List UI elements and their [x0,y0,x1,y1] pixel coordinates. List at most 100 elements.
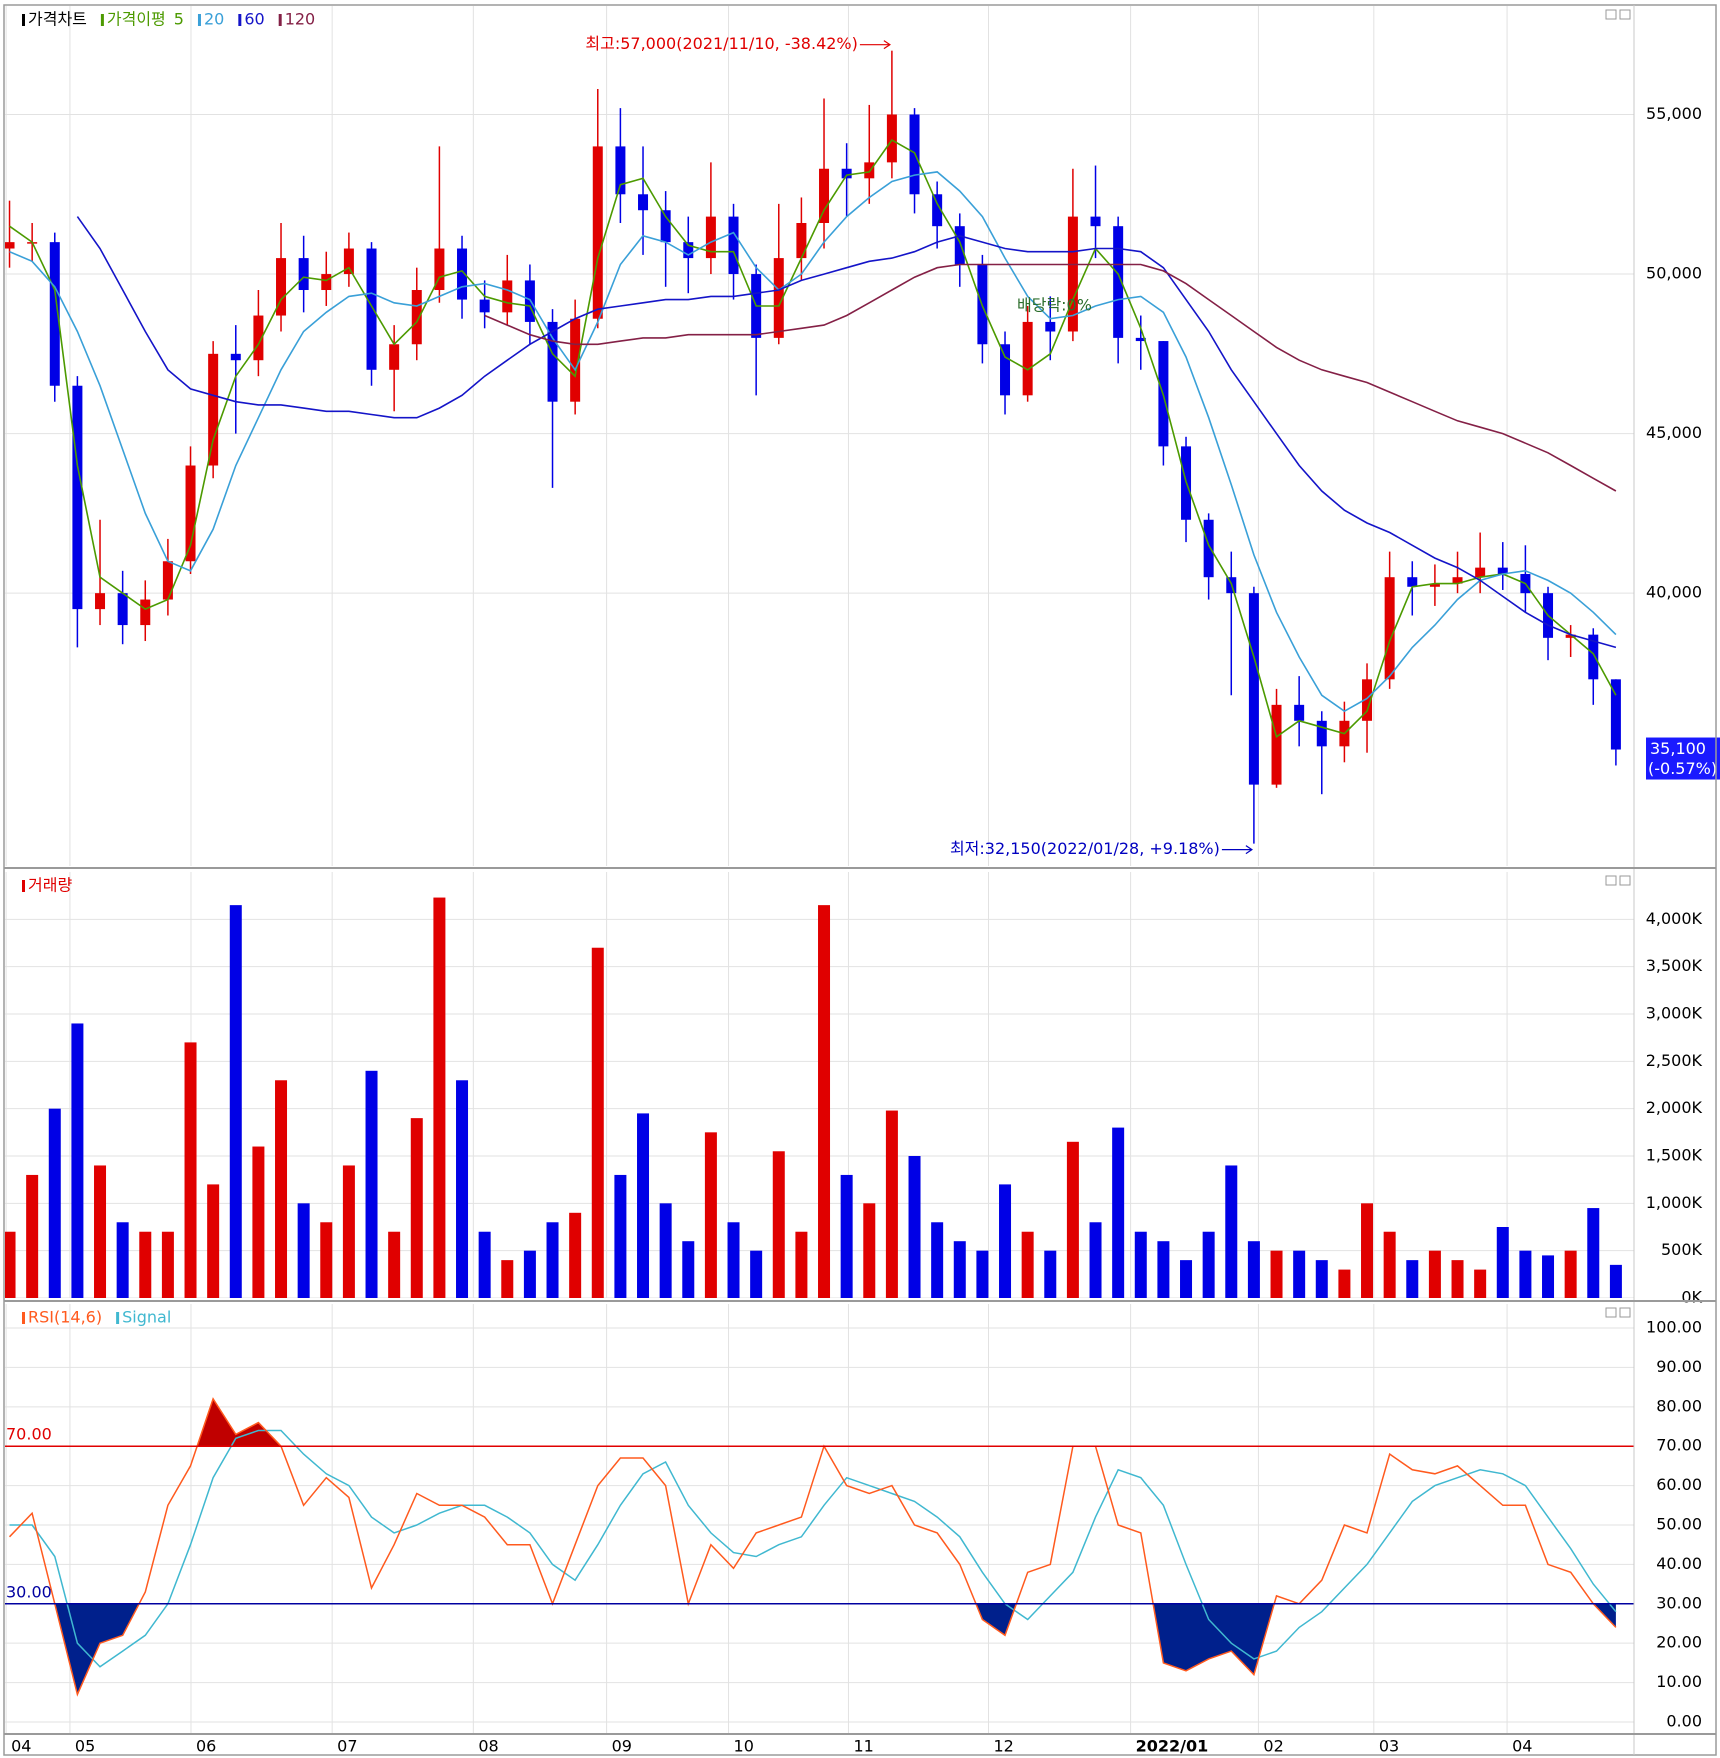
volume-bar [1519,1250,1532,1298]
candle-body [638,194,649,211]
candle-body [479,299,490,313]
volume-bar [704,1132,717,1298]
volume-bar [1451,1260,1464,1298]
legend-label: RSI(14,6) [28,1308,102,1327]
y-tick-label: 2,500K [1646,1051,1703,1070]
candle-body [728,216,739,275]
level-label: 30.00 [6,1582,52,1601]
y-tick-label: 20.00 [1656,1633,1702,1652]
dividend-label: 배당락:0% [1017,296,1092,315]
legend-marker [116,1312,120,1324]
volume-bar [1564,1250,1577,1298]
volume-bar [456,1080,469,1298]
candle-body [140,599,151,626]
volume-bar [1089,1222,1102,1298]
volume-bar [478,1231,491,1298]
candle-body [1045,321,1056,332]
y-tick-label: 1,000K [1646,1193,1703,1212]
volume-bar [1134,1231,1147,1298]
candle-body [434,248,445,291]
volume-bar [342,1165,355,1298]
window-button [1619,9,1631,20]
volume-bar [48,1108,61,1298]
y-tick-label: 50,000 [1646,264,1702,283]
frame [3,4,1717,1756]
volume-bar [637,1113,650,1298]
y-tick-label: 80.00 [1656,1396,1702,1415]
y-tick-label: 0K [1681,1288,1702,1307]
window-button [1619,875,1631,886]
price-tag-change: (-0.57%) [1648,759,1717,778]
volume-bar [1338,1269,1351,1298]
candle-body [1248,593,1259,785]
candle-body [1203,519,1214,578]
candle-body [524,280,535,322]
y-tick-label: 90.00 [1656,1357,1702,1376]
legend-marker [22,14,25,26]
volume-bar [1180,1260,1193,1298]
volume-bar [976,1250,989,1298]
candle-body [5,242,15,249]
x-tick-label: 2022/01 [1136,1737,1209,1756]
candle-body [185,465,196,562]
candle-body [502,280,513,313]
candle-body [592,146,603,319]
volume-bar [1383,1231,1396,1298]
volume-bar [252,1146,265,1298]
y-tick-label: 500K [1661,1240,1703,1259]
candle-body [841,168,852,179]
candle-body [95,593,106,610]
legend-label: 60 [244,10,264,29]
candle-body [1316,720,1327,747]
y-tick-label: 40.00 [1656,1554,1702,1573]
volume-bar [161,1231,174,1298]
candle-body [954,226,965,265]
x-tick-label: 12 [994,1737,1014,1756]
volume-bar [297,1203,310,1298]
volume-bar [320,1222,333,1298]
legend-label: 가격차트 [28,10,87,29]
volume-bar [1315,1260,1328,1298]
volume-bar [26,1174,39,1298]
candle-body [1362,679,1373,721]
candle-body [1294,704,1305,721]
volume-bar [365,1070,378,1298]
legend-label: 5 [174,10,184,29]
volume-bar [885,1110,898,1298]
x-tick-label: 09 [612,1737,632,1756]
volume-bar [71,1023,84,1298]
candle-body [343,248,354,275]
volume-bar [1474,1269,1487,1298]
candle-body [1067,216,1078,332]
volume-bar [682,1241,695,1298]
candle-body [1090,216,1101,227]
price-tag [1646,737,1720,780]
volume-bar [116,1222,129,1298]
x-tick-label: 04 [11,1737,31,1756]
legend-marker [22,880,25,892]
volume-bar [931,1222,944,1298]
volume-bar [1406,1260,1419,1298]
legend-label: Signal [122,1308,171,1327]
candle-body [366,248,377,370]
candle-body [1384,577,1395,680]
volume-bar [139,1231,152,1298]
x-tick-label: 11 [853,1737,873,1756]
candle-body [208,353,219,466]
legend-label: 20 [204,10,224,29]
candle-body [253,315,264,361]
volume-bar [1609,1264,1622,1298]
candle-body [1588,634,1599,680]
volume-bar [184,1042,197,1298]
volume-bar [1021,1231,1034,1298]
candle-body [570,318,581,402]
moving-average-line [9,171,1617,713]
candle-body [773,258,784,338]
volume-bar [795,1231,808,1298]
candle-body [1429,583,1440,587]
y-tick-label: 45,000 [1646,423,1702,442]
x-tick-label: 05 [75,1737,95,1756]
moving-average-line [484,263,1617,492]
moving-average-line [9,138,1617,739]
